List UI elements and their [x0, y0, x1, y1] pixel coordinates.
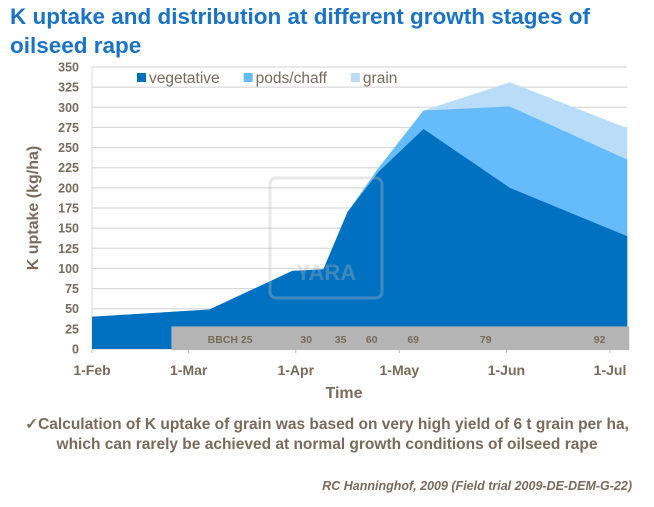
- legend-label: vegetative: [149, 70, 220, 87]
- y-tick-label: 75: [65, 282, 79, 296]
- y-tick-label: 125: [58, 242, 79, 256]
- legend-label: grain: [363, 70, 397, 87]
- legend-swatch: [137, 73, 146, 82]
- bbch-band: [171, 326, 630, 350]
- x-tick-label: 1-May: [380, 362, 420, 378]
- y-tick-label: 100: [58, 262, 79, 276]
- y-axis-title: K uptake (kg/ha): [25, 146, 42, 270]
- check-icon: ✓: [25, 416, 39, 433]
- y-tick-label: 250: [58, 141, 79, 155]
- bbch-stage-label: 92: [594, 334, 606, 346]
- y-tick-label: 350: [58, 61, 79, 75]
- y-tick-label: 200: [58, 181, 79, 195]
- y-tick-label: 0: [72, 343, 79, 357]
- footnote-line-1: Calculation of K uptake of grain was bas…: [38, 416, 629, 433]
- x-axis-title: Time: [325, 385, 362, 400]
- watermark-logo: YARA: [296, 260, 356, 285]
- bbch-stage-label: 69: [407, 334, 419, 346]
- footnote-line-2: which can rarely be achieved at normal g…: [56, 436, 598, 453]
- page-title: K uptake and distribution at different g…: [10, 4, 591, 58]
- x-tick-label: 1-Feb: [73, 362, 110, 378]
- bbch-stage-label: BBCH 25: [208, 334, 253, 346]
- legend-swatch: [243, 73, 253, 82]
- x-tick-label: 1-Apr: [277, 362, 314, 378]
- y-tick-label: 175: [58, 202, 79, 216]
- watermark-logo-frame: [268, 176, 384, 300]
- footnote: ✓Calculation of K uptake of grain was ba…: [0, 415, 654, 455]
- y-tick-label: 275: [58, 121, 79, 135]
- y-tick-label: 25: [65, 322, 79, 336]
- y-tick-label: 300: [58, 101, 79, 115]
- y-tick-label: 150: [58, 222, 79, 236]
- y-tick-label: 325: [58, 81, 79, 95]
- source-citation: RC Hanninghof, 2009 (Field trial 2009-DE…: [322, 479, 632, 493]
- bbch-stage-label: 30: [300, 334, 312, 346]
- k-uptake-chart: 0 25 50 75 100 125 150 175 200 225 250 275 300 325 350…: [25, 61, 630, 400]
- bbch-stage-label: 60: [366, 334, 378, 346]
- legend-swatch: [350, 73, 360, 82]
- y-tick-label: 50: [65, 302, 79, 316]
- x-tick-label: 1-Mar: [170, 362, 208, 378]
- area-vegetative: [92, 129, 628, 349]
- y-tick-label: 225: [58, 161, 79, 175]
- bbch-stage-label: 35: [335, 334, 347, 346]
- bbch-stage-label: 79: [480, 334, 492, 346]
- x-tick-label: 1-Jun: [488, 362, 525, 378]
- x-tick-label: 1-Jul: [594, 362, 627, 378]
- legend-label: pods/chaff: [256, 70, 328, 87]
